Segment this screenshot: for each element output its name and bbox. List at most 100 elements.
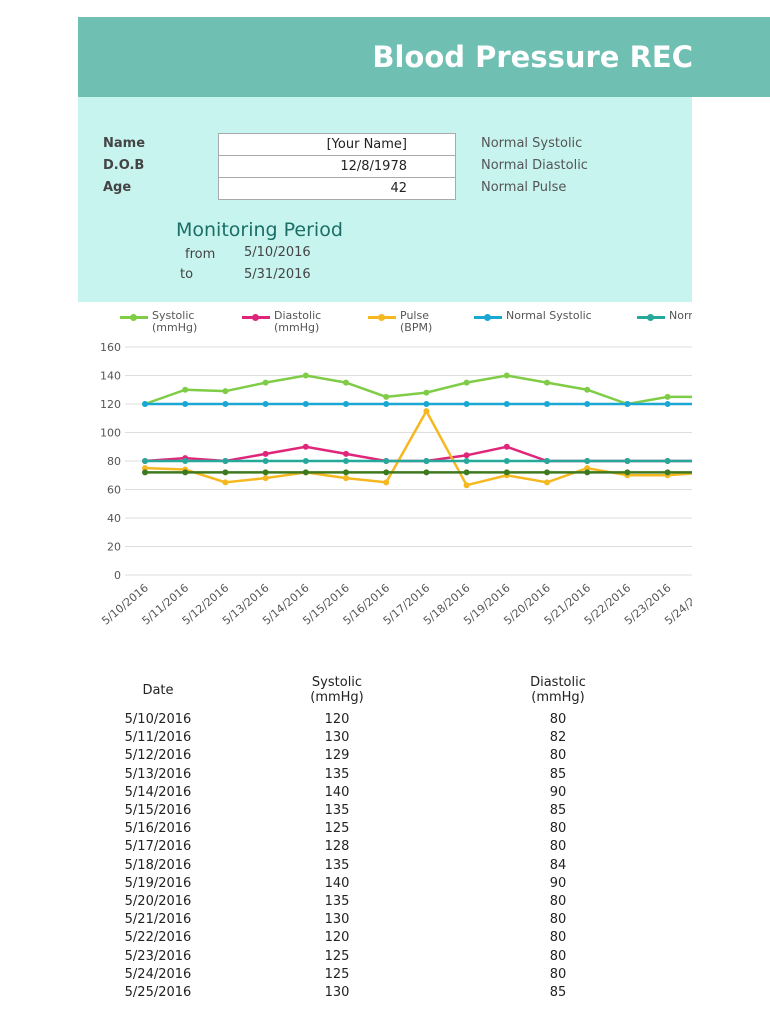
field-value: 12/8/1978 bbox=[218, 155, 456, 178]
data-point bbox=[544, 479, 550, 486]
table-header: Date bbox=[142, 683, 174, 698]
data-point bbox=[463, 379, 470, 386]
table-cell: 85 bbox=[549, 803, 567, 818]
table-cell: 5/21/2016 bbox=[124, 912, 192, 928]
legend-label: Systolic (mmHg) bbox=[152, 310, 198, 334]
table-cell: 5/19/2016 bbox=[124, 875, 192, 891]
data-point bbox=[584, 386, 591, 393]
data-point bbox=[262, 401, 269, 407]
data-point bbox=[383, 479, 390, 486]
table-cell: 80 bbox=[549, 821, 567, 837]
field-label: D.O.B bbox=[103, 158, 145, 173]
header-band bbox=[78, 17, 770, 97]
table-cell: 130 bbox=[324, 730, 350, 746]
table-cell: 125 bbox=[324, 948, 350, 964]
data-point bbox=[463, 401, 470, 407]
data-point bbox=[383, 458, 390, 464]
table-cell: 5/25/2016 bbox=[124, 985, 192, 1000]
table-header: Systolic (mmHg) bbox=[310, 675, 364, 705]
table-cell: 135 bbox=[324, 894, 350, 909]
y-tick-label: 120 bbox=[100, 398, 121, 411]
title: Blood Pressure REC bbox=[372, 40, 693, 74]
data-point bbox=[423, 469, 430, 476]
y-tick-label: 0 bbox=[114, 569, 121, 582]
table-cell: 5/10/2016 bbox=[124, 712, 192, 727]
data-point bbox=[463, 458, 470, 464]
legend-dot bbox=[378, 314, 385, 321]
data-point bbox=[423, 408, 430, 415]
data-point bbox=[302, 469, 309, 476]
table-cell: 5/13/2016 bbox=[124, 766, 192, 782]
table-cell: 5/12/2016 bbox=[124, 748, 192, 764]
data-point bbox=[302, 372, 309, 379]
table-cell: 125 bbox=[324, 821, 350, 837]
data-point bbox=[142, 458, 148, 464]
data-point bbox=[624, 401, 631, 407]
data-point bbox=[302, 401, 309, 407]
table-cell: 80 bbox=[549, 912, 567, 928]
table-cell: 82 bbox=[549, 730, 567, 746]
to-label: to bbox=[180, 267, 194, 282]
table-cell: 90 bbox=[549, 784, 567, 800]
table-cell: 84 bbox=[549, 857, 567, 873]
data-point bbox=[343, 458, 349, 464]
field-label: Age bbox=[103, 180, 132, 195]
legend: Systolic (mmHg) Diastolic (mmHg) Pulse (BP… bbox=[78, 310, 692, 340]
data-point bbox=[544, 379, 550, 386]
data-point bbox=[343, 450, 349, 457]
table-cell: 80 bbox=[549, 748, 567, 764]
table-cell: 80 bbox=[549, 839, 567, 855]
table-cell: 5/14/2016 bbox=[124, 784, 192, 800]
table-cell: 129 bbox=[324, 748, 350, 764]
table-cell: 5/18/2016 bbox=[124, 857, 192, 873]
data-point bbox=[222, 458, 229, 464]
table-cell: 140 bbox=[324, 875, 350, 891]
table-cell: 80 bbox=[549, 712, 567, 727]
data-point bbox=[423, 389, 430, 396]
data-point bbox=[222, 401, 229, 407]
data-point bbox=[262, 469, 269, 476]
data-point bbox=[624, 469, 631, 476]
data-point bbox=[584, 469, 591, 476]
monitoring-title: Monitoring Period bbox=[176, 219, 343, 241]
y-tick-label: 140 bbox=[100, 370, 121, 383]
data-point bbox=[182, 401, 189, 407]
from-label: from bbox=[185, 247, 216, 262]
data-point bbox=[302, 458, 309, 464]
table-cell: 5/17/2016 bbox=[124, 839, 192, 855]
data-point bbox=[262, 475, 269, 482]
data-point bbox=[463, 469, 470, 476]
data-point bbox=[423, 458, 430, 464]
data-point bbox=[383, 469, 390, 476]
data-point bbox=[383, 401, 390, 407]
data-point bbox=[503, 372, 510, 379]
data-point bbox=[584, 465, 591, 472]
legend-label: Normal Diastolic bbox=[669, 310, 692, 322]
data-point bbox=[664, 401, 671, 407]
table-cell: 130 bbox=[324, 985, 350, 1000]
legend-dot bbox=[252, 314, 259, 321]
table-cell: 5/15/2016 bbox=[124, 803, 192, 818]
table-cell: 135 bbox=[324, 803, 350, 818]
field-value: [Your Name] bbox=[218, 133, 456, 156]
data-point bbox=[463, 482, 470, 489]
data-point bbox=[503, 401, 510, 407]
table-cell: 120 bbox=[324, 930, 350, 946]
data-point bbox=[182, 386, 189, 393]
normal-label: Normal Diastolic bbox=[481, 158, 588, 173]
data-point bbox=[222, 479, 229, 486]
table-cell: 140 bbox=[324, 784, 350, 800]
field-label: Name bbox=[103, 136, 146, 151]
table-cell: 85 bbox=[549, 766, 567, 782]
table-cell: 80 bbox=[549, 948, 567, 964]
table-cell: 125 bbox=[324, 966, 350, 982]
data-point bbox=[544, 458, 550, 464]
legend-dot bbox=[130, 314, 137, 321]
y-tick-label: 100 bbox=[100, 427, 121, 440]
data-point bbox=[302, 443, 309, 450]
from-date: 5/10/2016 bbox=[244, 245, 311, 260]
table-cell: 135 bbox=[324, 857, 350, 873]
data-point bbox=[503, 443, 510, 450]
normal-label: Normal Systolic bbox=[481, 136, 583, 151]
